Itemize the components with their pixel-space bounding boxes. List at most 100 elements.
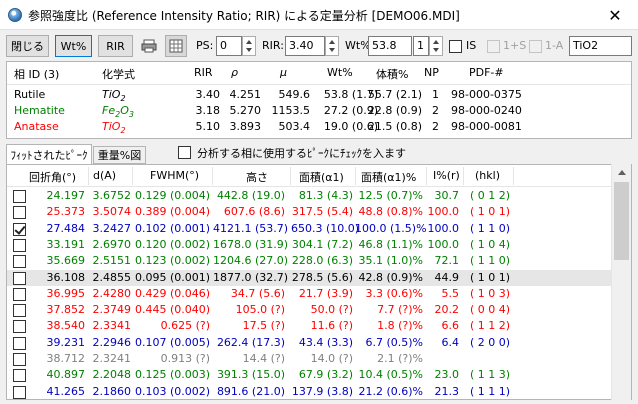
peak-d: 3.5074	[92, 205, 132, 219]
peak-header-fwhm[interactable]: FWHM(°)	[150, 169, 200, 182]
app-icon	[8, 8, 22, 22]
peak-ir: 23.0	[434, 368, 460, 382]
phase-formula: TiO2	[102, 88, 126, 103]
peak-checkbox[interactable]	[13, 369, 26, 383]
peak-checkbox[interactable]	[13, 206, 26, 220]
peak-checkbox[interactable]	[13, 353, 26, 366]
phase-vol: 21.5 (0.8)	[367, 120, 422, 133]
rir-spinner[interactable]	[325, 36, 339, 56]
phase-wt: 53.8 (1.7)	[323, 88, 378, 101]
phase-peaks-checkbox[interactable]	[178, 146, 191, 159]
peak-row[interactable]: 38.712 2.3241 0.913 (?) 14.4 (?) 14.0 (?) 2.1…	[7, 351, 613, 367]
tab-fitted-peaks[interactable]: ﾌｨｯﾄされたﾋﾟｰｸ	[6, 144, 92, 164]
peak-a: 50.0 (?)	[310, 303, 353, 317]
peak-hkl: ( 1 1 0)	[469, 221, 511, 235]
formula-part: Fe	[102, 104, 116, 117]
peak-d: 3.2427	[92, 221, 132, 235]
peak-ir: 100.0	[427, 205, 460, 219]
peak-row[interactable]: 36.108 2.4855 0.095 (0.001) 1877.0 (32.7) 27…	[7, 269, 613, 286]
rir-button[interactable]: RIR	[98, 35, 133, 57]
peak-d: 2.4280	[92, 286, 132, 300]
phase-row[interactable]: Hematite 3.18 5.270 1153.5 27.2 (0.9) 22.8 (0…	[7, 104, 631, 120]
window-title: 参照強度比 (Reference Intensity Ratio; RIR) に…	[28, 9, 460, 23]
one-a-checkbox[interactable]	[529, 40, 542, 53]
phase-row[interactable]: Rutile 3.40 4.251 549.6 53.8 (1.7) 55.7 (2.1)…	[7, 88, 631, 104]
peak-d: 2.1860	[92, 384, 132, 398]
peak-d: 3.6752	[92, 189, 132, 202]
wt-spin-value[interactable]: 1	[413, 36, 429, 56]
peak-checkbox[interactable]	[13, 222, 26, 236]
peak-header-angle[interactable]: 回折角(°)	[29, 171, 77, 184]
peak-table-scrollbar[interactable]	[611, 164, 631, 400]
peak-row[interactable]: 36.995 2.4280 0.429 (0.046) 34.7 (5.6) 21.7 …	[7, 286, 613, 302]
peak-checkbox[interactable]	[13, 238, 26, 252]
plus-s-checkbox[interactable]	[487, 40, 500, 53]
phase-name-input[interactable]: TiO2	[569, 36, 632, 56]
close-button[interactable]: 閉じる	[6, 35, 49, 57]
peak-checkbox[interactable]	[13, 190, 26, 203]
scroll-thumb[interactable]	[614, 182, 629, 260]
ps-spinner[interactable]	[242, 36, 256, 56]
plus-s-label: 1+S	[503, 39, 527, 52]
close-window-icon[interactable]: ✕	[608, 5, 622, 25]
wt-input[interactable]: 53.8	[368, 36, 412, 56]
peak-ir: 6.6	[441, 319, 460, 333]
peak-ap: 42.8 (0.9)%	[358, 270, 423, 284]
peak-d: 2.3241	[92, 352, 132, 365]
peak-row[interactable]: 25.373 3.5074 0.389 (0.004) 607.6 (8.6) 317.…	[7, 204, 613, 220]
peak-header-height[interactable]: 高さ	[246, 171, 268, 184]
peak-row[interactable]: 37.852 2.3749 0.445 (0.040) 105.0 (?) 50.0 (…	[7, 302, 613, 318]
phase-row[interactable]: Anatase 5.10 3.893 503.4 19.0 (0.6) 21.5 (0.8…	[7, 120, 631, 136]
phase-formula: Fe2O3	[102, 104, 134, 119]
peak-row[interactable]: 33.191 2.6970 0.120 (0.002) 1678.0 (31.9) 30…	[7, 237, 613, 253]
peak-angle: 37.852	[46, 303, 86, 317]
phase-name: Hematite	[14, 104, 65, 117]
peak-checkbox[interactable]	[13, 385, 26, 399]
peak-row[interactable]: 40.897 2.2048 0.125 (0.003) 391.3 (15.0) 67.…	[7, 367, 613, 383]
tab-weight-chart[interactable]: 重量%図	[93, 146, 146, 164]
peak-a: 81.3 (4.3)	[298, 189, 353, 202]
peak-angle: 40.897	[46, 368, 86, 382]
peak-row[interactable]: 35.669 2.5151 0.123 (0.002) 1204.6 (27.0) 22…	[7, 253, 613, 269]
is-checkbox[interactable]	[449, 40, 462, 53]
peak-angle: 33.191	[46, 237, 86, 251]
peak-row[interactable]: 41.265 2.1860 0.103 (0.002) 891.6 (21.0) 137…	[7, 384, 613, 399]
wt-spinner[interactable]	[429, 36, 443, 56]
peak-ap: 2.1 (?)%	[377, 352, 423, 365]
peak-d: 2.2048	[92, 368, 132, 382]
grid-icon[interactable]	[165, 35, 187, 57]
peak-row[interactable]: 39.231 2.2946 0.107 (0.005) 262.4 (17.3) 43.…	[7, 335, 613, 351]
peak-checkbox[interactable]	[13, 287, 26, 301]
phase-mu: 549.6	[278, 88, 311, 101]
peak-header-hkl[interactable]: (hkl)	[475, 169, 500, 182]
scroll-up-icon[interactable]	[612, 164, 631, 181]
peak-header-ir[interactable]: I%(r)	[433, 169, 460, 182]
peak-fwhm: 0.625 (?)	[160, 319, 210, 333]
peak-h: 391.3 (15.0)	[216, 368, 285, 382]
rir-input[interactable]: 3.40	[285, 36, 325, 56]
peak-checkbox[interactable]	[13, 320, 26, 334]
peak-angle: 38.712	[46, 352, 86, 365]
peak-header-area-pct[interactable]: 面積(α1)%	[361, 171, 417, 184]
peak-ap: 7.7 (?)%	[377, 303, 423, 317]
peak-row[interactable]: 38.540 2.3341 0.625 (?) 17.5 (?) 11.6 (?) 1.8…	[7, 318, 613, 334]
peak-header-area[interactable]: 面積(α1)	[299, 171, 344, 184]
is-label: IS	[466, 39, 477, 52]
wt-percent-button[interactable]: Wt%	[55, 35, 92, 57]
peak-checkbox[interactable]	[13, 336, 26, 350]
peak-a: 650.3 (10.0)	[291, 221, 360, 235]
ps-input[interactable]: 0	[216, 36, 242, 56]
peak-header-d[interactable]: d(A)	[93, 169, 117, 182]
peak-checkbox[interactable]	[13, 304, 26, 318]
peak-row[interactable]: 24.197 3.6752 0.129 (0.004) 442.8 (19.0) 81.…	[7, 188, 613, 204]
peak-hkl: ( 1 0 3)	[469, 286, 511, 300]
phase-rho: 5.270	[229, 104, 262, 117]
peak-a: 317.5 (5.4)	[291, 205, 353, 219]
peak-checkbox[interactable]	[13, 255, 26, 269]
phase-header-mu: μ	[280, 66, 287, 79]
phase-header-rho: ρ	[231, 66, 238, 79]
peak-row[interactable]: 27.484 3.2427 0.102 (0.001) 4121.1 (53.7) 65…	[7, 221, 613, 237]
peak-h: 607.6 (8.6)	[223, 205, 285, 219]
peak-checkbox[interactable]	[13, 271, 26, 285]
print-icon[interactable]	[138, 35, 160, 57]
